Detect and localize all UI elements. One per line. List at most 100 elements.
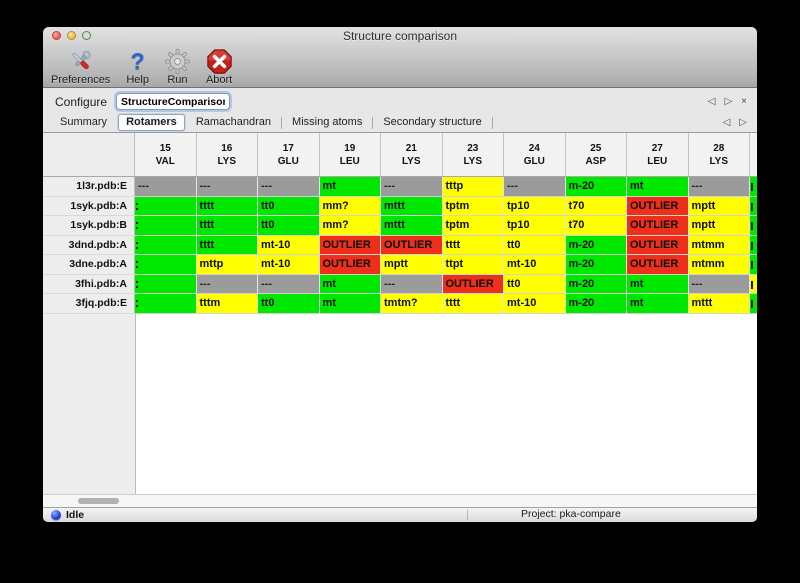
rotamer-cell[interactable]: [135, 216, 197, 236]
rotamer-cell[interactable]: m-20: [565, 255, 627, 275]
rotamer-cell[interactable]: tttt: [196, 235, 258, 255]
rotamer-cell[interactable]: [135, 196, 197, 216]
tab-secondary-structure[interactable]: Secondary structure: [383, 116, 482, 128]
clipped-edge-cell[interactable]: [750, 274, 757, 294]
rotamer-cell[interactable]: t70: [565, 196, 627, 216]
clipped-edge-cell[interactable]: [750, 216, 757, 236]
tabs-scroll-left-button[interactable]: ◁: [722, 116, 731, 128]
minimize-window-button[interactable]: [67, 31, 76, 40]
rotamer-cell[interactable]: tptm: [442, 216, 504, 236]
titlebar[interactable]: Structure comparison: [43, 27, 757, 45]
rotamer-cell[interactable]: m-20: [565, 177, 627, 197]
rotamer-cell[interactable]: mptt: [381, 255, 443, 275]
rotamer-cell[interactable]: ---: [196, 177, 258, 197]
rotamer-cell[interactable]: mttt: [688, 294, 750, 314]
rotamer-cell[interactable]: mptt: [688, 196, 750, 216]
rotamer-cell[interactable]: mt-10: [504, 255, 566, 275]
rotamer-cell[interactable]: tt0: [258, 216, 320, 236]
rotamer-cell[interactable]: ---: [381, 177, 443, 197]
rotamer-cell[interactable]: mtmm: [688, 235, 750, 255]
rotamer-cell[interactable]: tt0: [258, 196, 320, 216]
close-window-button[interactable]: [52, 31, 61, 40]
rotamer-cell[interactable]: ---: [258, 177, 320, 197]
rotamer-cell[interactable]: mt: [319, 274, 381, 294]
rotamer-cell[interactable]: OUTLIER: [319, 255, 381, 275]
rotamer-cell[interactable]: tttt: [442, 235, 504, 255]
rotamer-cell[interactable]: mt: [319, 177, 381, 197]
toolbar-button-preferences[interactable]: Preferences: [51, 48, 110, 86]
rotamer-cell[interactable]: mt: [627, 274, 689, 294]
tab-missing-atoms[interactable]: Missing atoms: [292, 116, 363, 128]
rotamer-cell[interactable]: m-20: [565, 294, 627, 314]
rotamer-cell[interactable]: tt0: [504, 235, 566, 255]
prev-tool-button[interactable]: ◁: [707, 95, 716, 107]
tab-rotamers[interactable]: Rotamers: [118, 114, 185, 131]
rotamer-cell[interactable]: ---: [688, 274, 750, 294]
toolbar-button-run[interactable]: Run: [165, 48, 190, 86]
rotamer-cell[interactable]: [135, 274, 197, 294]
zoom-window-button[interactable]: [82, 31, 91, 40]
clipped-edge-cell[interactable]: [750, 294, 757, 314]
rotamer-cell[interactable]: OUTLIER: [381, 235, 443, 255]
rotamer-cell[interactable]: OUTLIER: [319, 235, 381, 255]
rotamer-cell[interactable]: OUTLIER: [627, 255, 689, 275]
clipped-edge-cell[interactable]: [750, 235, 757, 255]
rotamer-cell[interactable]: OUTLIER: [442, 274, 504, 294]
rotamer-cell[interactable]: ---: [258, 274, 320, 294]
horizontal-scrollbar[interactable]: [43, 494, 757, 507]
rotamer-cell[interactable]: tp10: [504, 216, 566, 236]
rotamer-cell[interactable]: mt-10: [258, 235, 320, 255]
tab-summary[interactable]: Summary: [60, 116, 108, 128]
rotamer-cell[interactable]: OUTLIER: [627, 196, 689, 216]
rotamer-cell[interactable]: mt: [627, 177, 689, 197]
clipped-edge-cell[interactable]: [750, 196, 757, 216]
rotamer-cell[interactable]: t70: [565, 216, 627, 236]
rotamer-cell[interactable]: ttpt: [442, 255, 504, 275]
close-tool-button[interactable]: ×: [741, 95, 747, 107]
rotamer-cell[interactable]: [135, 235, 197, 255]
rotamer-cell[interactable]: mttt: [381, 196, 443, 216]
toolbar-button-help[interactable]: ? Help: [126, 48, 149, 86]
rotamer-cell[interactable]: ---: [688, 177, 750, 197]
rotamer-cell[interactable]: [135, 294, 197, 314]
clipped-edge-cell[interactable]: [750, 177, 757, 197]
rotamer-cell[interactable]: mtmm: [688, 255, 750, 275]
rotamer-cell[interactable]: tt0: [504, 274, 566, 294]
next-tool-button[interactable]: ▷: [724, 95, 733, 107]
configure-name-input[interactable]: [116, 93, 231, 110]
tab-ramachandran[interactable]: Ramachandran: [195, 116, 272, 128]
rotamer-cell[interactable]: m-20: [565, 235, 627, 255]
rotamer-cell[interactable]: ---: [135, 177, 197, 197]
rotamer-cell[interactable]: OUTLIER: [627, 216, 689, 236]
rotamer-cell[interactable]: ---: [196, 274, 258, 294]
rotamer-cell[interactable]: mttt: [381, 216, 443, 236]
rotamer-cell[interactable]: tt0: [258, 294, 320, 314]
rotamer-cell[interactable]: ---: [381, 274, 443, 294]
rotamer-cell[interactable]: ---: [504, 177, 566, 197]
rotamer-cell[interactable]: m-20: [565, 274, 627, 294]
rotamer-cell[interactable]: mttp: [196, 255, 258, 275]
rotamer-cell[interactable]: tptm: [442, 196, 504, 216]
rotamer-cell[interactable]: mt: [319, 294, 381, 314]
clipped-edge-cell[interactable]: [750, 255, 757, 275]
rotamer-cell[interactable]: [135, 255, 197, 275]
rotamer-cell[interactable]: tttm: [196, 294, 258, 314]
rotamer-cell[interactable]: mptt: [688, 216, 750, 236]
rotamer-cell[interactable]: mm?: [319, 196, 381, 216]
rotamer-cell[interactable]: mt: [627, 294, 689, 314]
residue-type: VAL: [155, 155, 175, 167]
rotamer-cell[interactable]: tp10: [504, 196, 566, 216]
rotamer-cell[interactable]: mt-10: [258, 255, 320, 275]
rotamer-cell[interactable]: tttt: [442, 294, 504, 314]
toolbar-button-abort[interactable]: Abort: [206, 48, 232, 86]
rotamer-cell[interactable]: tmtm?: [381, 294, 443, 314]
rotamer-cell[interactable]: tttt: [196, 216, 258, 236]
rotamer-cell[interactable]: mm?: [319, 216, 381, 236]
rotamer-cell[interactable]: tttt: [196, 196, 258, 216]
table-row: 1syk.pdb:B tttt tt0 mm? mttt tptm tp10 t70 OUTLI…: [43, 216, 757, 236]
rotamer-cell[interactable]: OUTLIER: [627, 235, 689, 255]
rotamer-cell[interactable]: mt-10: [504, 294, 566, 314]
scrollbar-thumb[interactable]: [78, 498, 119, 504]
tabs-scroll-right-button[interactable]: ▷: [739, 116, 747, 128]
rotamer-cell[interactable]: tttp: [442, 177, 504, 197]
